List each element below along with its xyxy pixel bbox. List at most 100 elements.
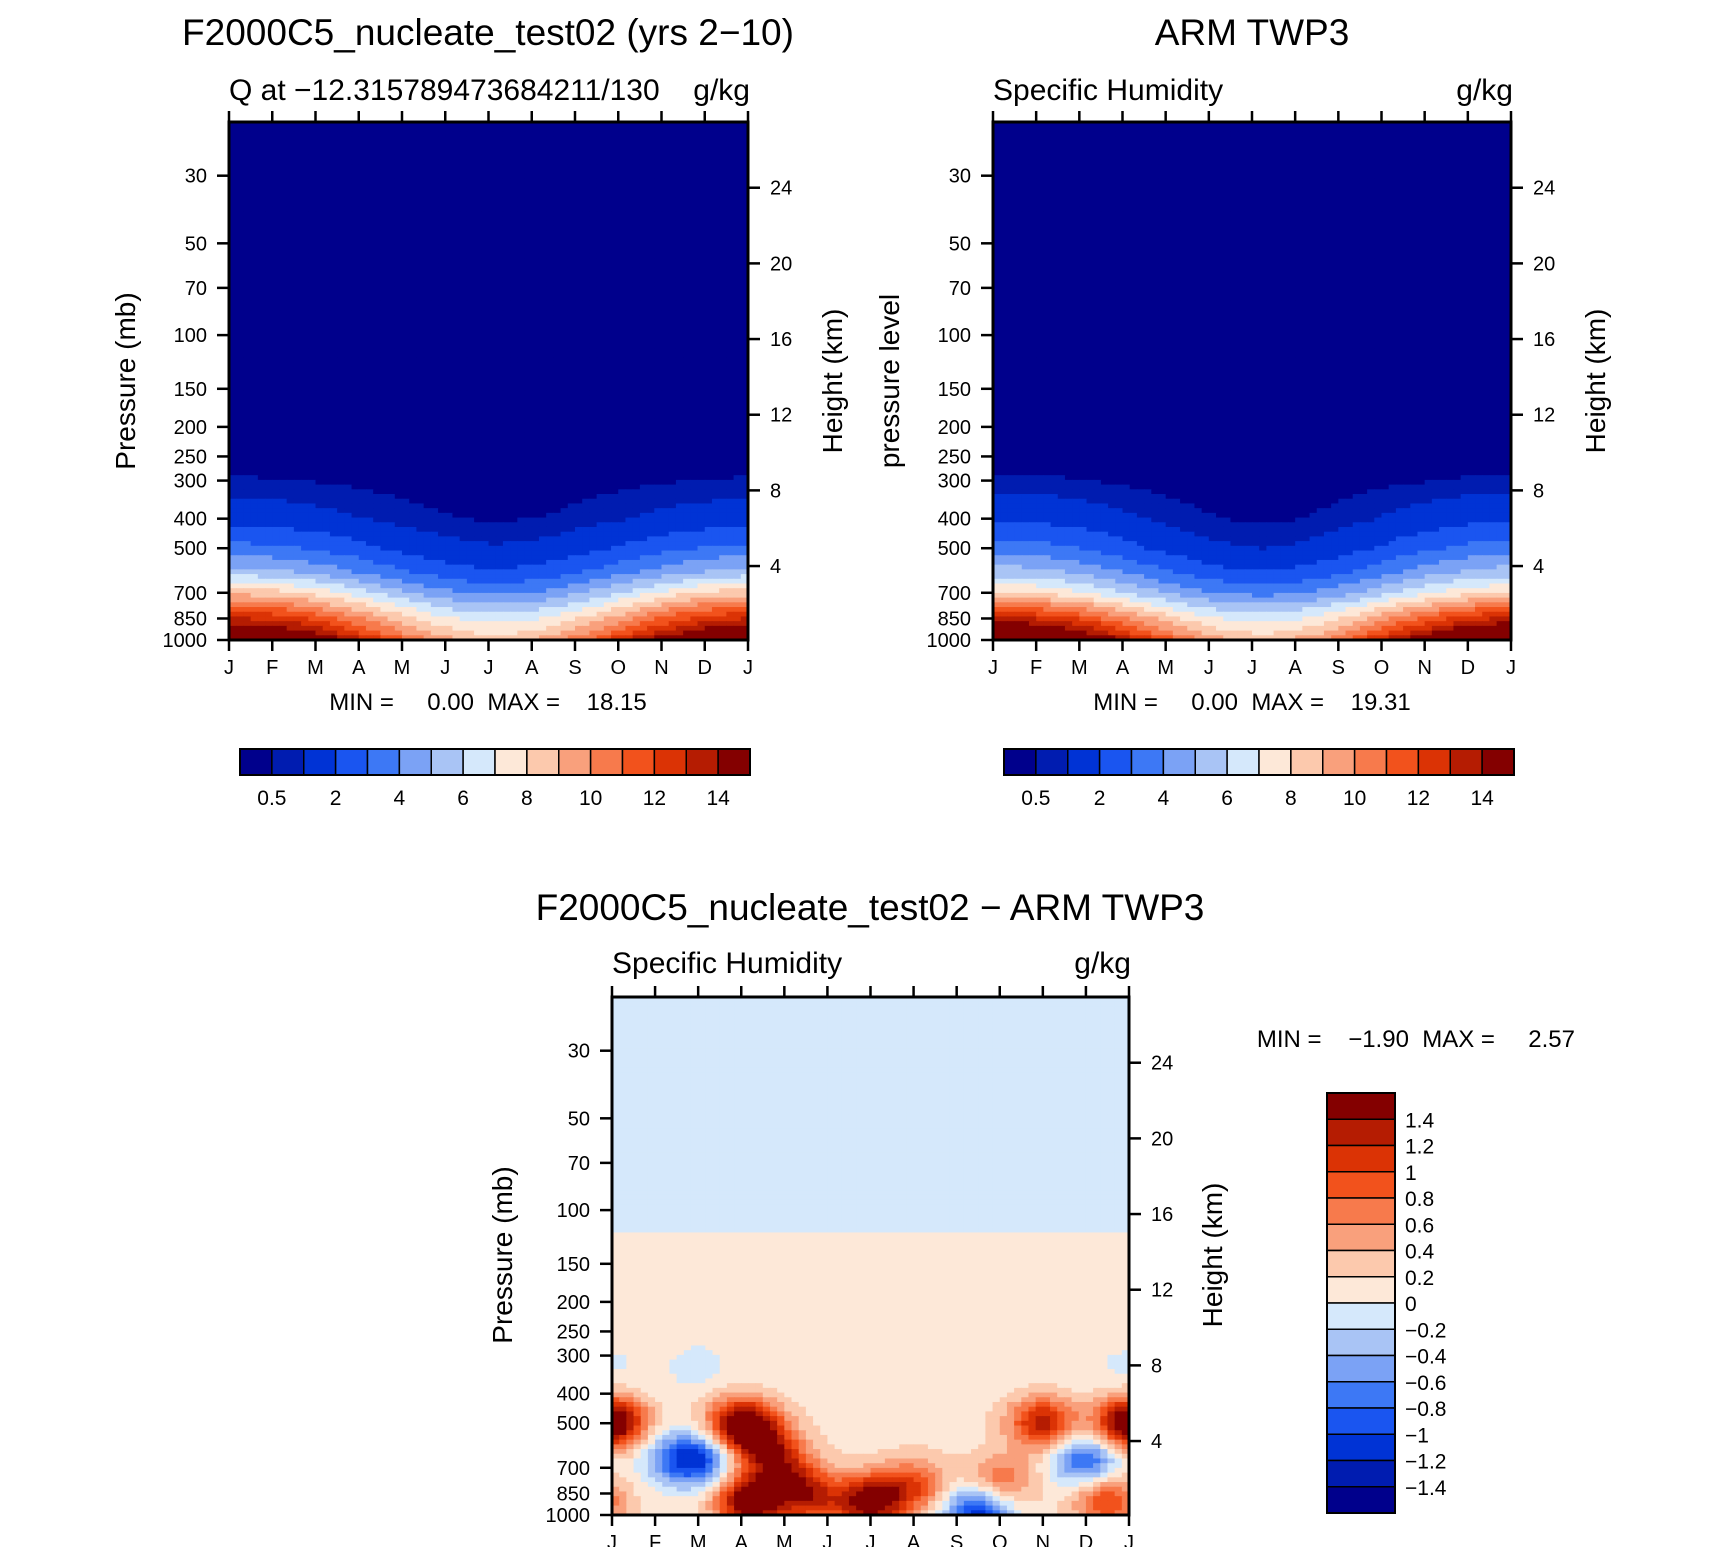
contour-cell [546, 230, 554, 236]
contour-cell [711, 145, 720, 151]
contour-cell [488, 310, 497, 316]
contour-cell [438, 216, 446, 222]
contour-cell [560, 310, 569, 316]
contour-cell [553, 216, 562, 222]
contour-cell [683, 319, 691, 326]
contour-cell [481, 183, 490, 189]
contour-cell [639, 282, 648, 288]
contour-cell [474, 206, 482, 213]
contour-cell [517, 263, 526, 269]
contour-cell [740, 395, 748, 401]
contour-cell [394, 206, 403, 213]
contour-cell [611, 399, 619, 406]
contour-cell [582, 300, 591, 307]
contour-cell [567, 220, 576, 227]
contour-cell [596, 352, 605, 359]
contour-cell [286, 154, 295, 161]
contour-cell [611, 286, 619, 293]
contour-cell [380, 206, 389, 213]
contour-cell [510, 329, 518, 335]
contour-cell [495, 140, 504, 147]
contour-cell [329, 446, 338, 453]
contour-cell [236, 423, 245, 429]
contour-cell [380, 319, 389, 326]
contour-cell [726, 376, 735, 382]
contour-cell [697, 362, 706, 368]
contour-cell [481, 324, 490, 330]
contour-cell [603, 277, 612, 283]
contour-cell [337, 404, 345, 410]
contour-cell [567, 348, 576, 354]
contour-cell [603, 244, 612, 250]
contour-cell [243, 296, 252, 302]
contour-cell [315, 244, 324, 250]
contour-cell [272, 122, 281, 128]
contour-cell [358, 169, 367, 175]
contour-cell [423, 423, 432, 429]
contour-cell [250, 446, 259, 453]
contour-cell [740, 206, 748, 213]
contour-cell [704, 216, 713, 222]
contour-cell [445, 329, 454, 335]
contour-cell [654, 239, 663, 246]
contour-cell [365, 140, 374, 147]
contour-cell [603, 381, 612, 387]
contour-cell [272, 131, 281, 137]
contour-cell [459, 310, 468, 316]
contour-cell [704, 183, 713, 189]
contour-cell [668, 216, 677, 222]
contour-cell [639, 286, 648, 293]
contour-cell [466, 263, 475, 269]
contour-cell [452, 140, 461, 147]
contour-cell [438, 173, 446, 180]
contour-cell [690, 263, 699, 269]
contour-cell [697, 164, 706, 170]
contour-cell [351, 173, 360, 180]
contour-cell [387, 423, 396, 429]
contour-cell [531, 362, 540, 368]
contour-cell [474, 258, 482, 264]
contour-cell [690, 428, 699, 434]
contour-cell [524, 136, 533, 142]
contour-cell [322, 371, 331, 377]
contour-cell [711, 202, 720, 208]
contour-cell [380, 131, 389, 137]
contour-cell [632, 277, 641, 283]
contour-cell [452, 225, 461, 231]
contour-cell [236, 437, 245, 443]
contour-cell [236, 371, 245, 377]
contour-cell [358, 239, 367, 246]
contour-cell [740, 187, 748, 194]
contour-cell [639, 390, 648, 396]
contour-cell [265, 178, 273, 184]
contour-cell [329, 310, 338, 316]
contour-cell [524, 202, 533, 208]
contour-cell [647, 164, 655, 170]
contour-cell [726, 277, 735, 283]
contour-cell [438, 277, 446, 283]
contour-cell [243, 131, 252, 137]
contour-cell [575, 315, 583, 321]
contour-cell [531, 159, 540, 165]
contour-cell [575, 418, 583, 424]
contour-cell [488, 338, 497, 344]
contour-cell [308, 178, 317, 184]
contour-cell [697, 296, 706, 302]
contour-cell [690, 140, 699, 147]
contour-cell [668, 272, 677, 278]
contour-cell [423, 258, 432, 264]
contour-cell [250, 442, 259, 448]
contour-cell [632, 352, 641, 359]
contour-cell [351, 282, 360, 288]
contour-cell [625, 348, 634, 354]
contour-cell [250, 381, 259, 387]
contour-cell [236, 428, 245, 434]
contour-cell [423, 140, 432, 147]
contour-cell [416, 343, 425, 349]
contour-cell [704, 371, 713, 377]
contour-cell [365, 399, 374, 406]
contour-cell [719, 239, 727, 246]
contour-cell [373, 150, 381, 156]
contour-cell [365, 145, 374, 151]
contour-cell [611, 390, 619, 396]
